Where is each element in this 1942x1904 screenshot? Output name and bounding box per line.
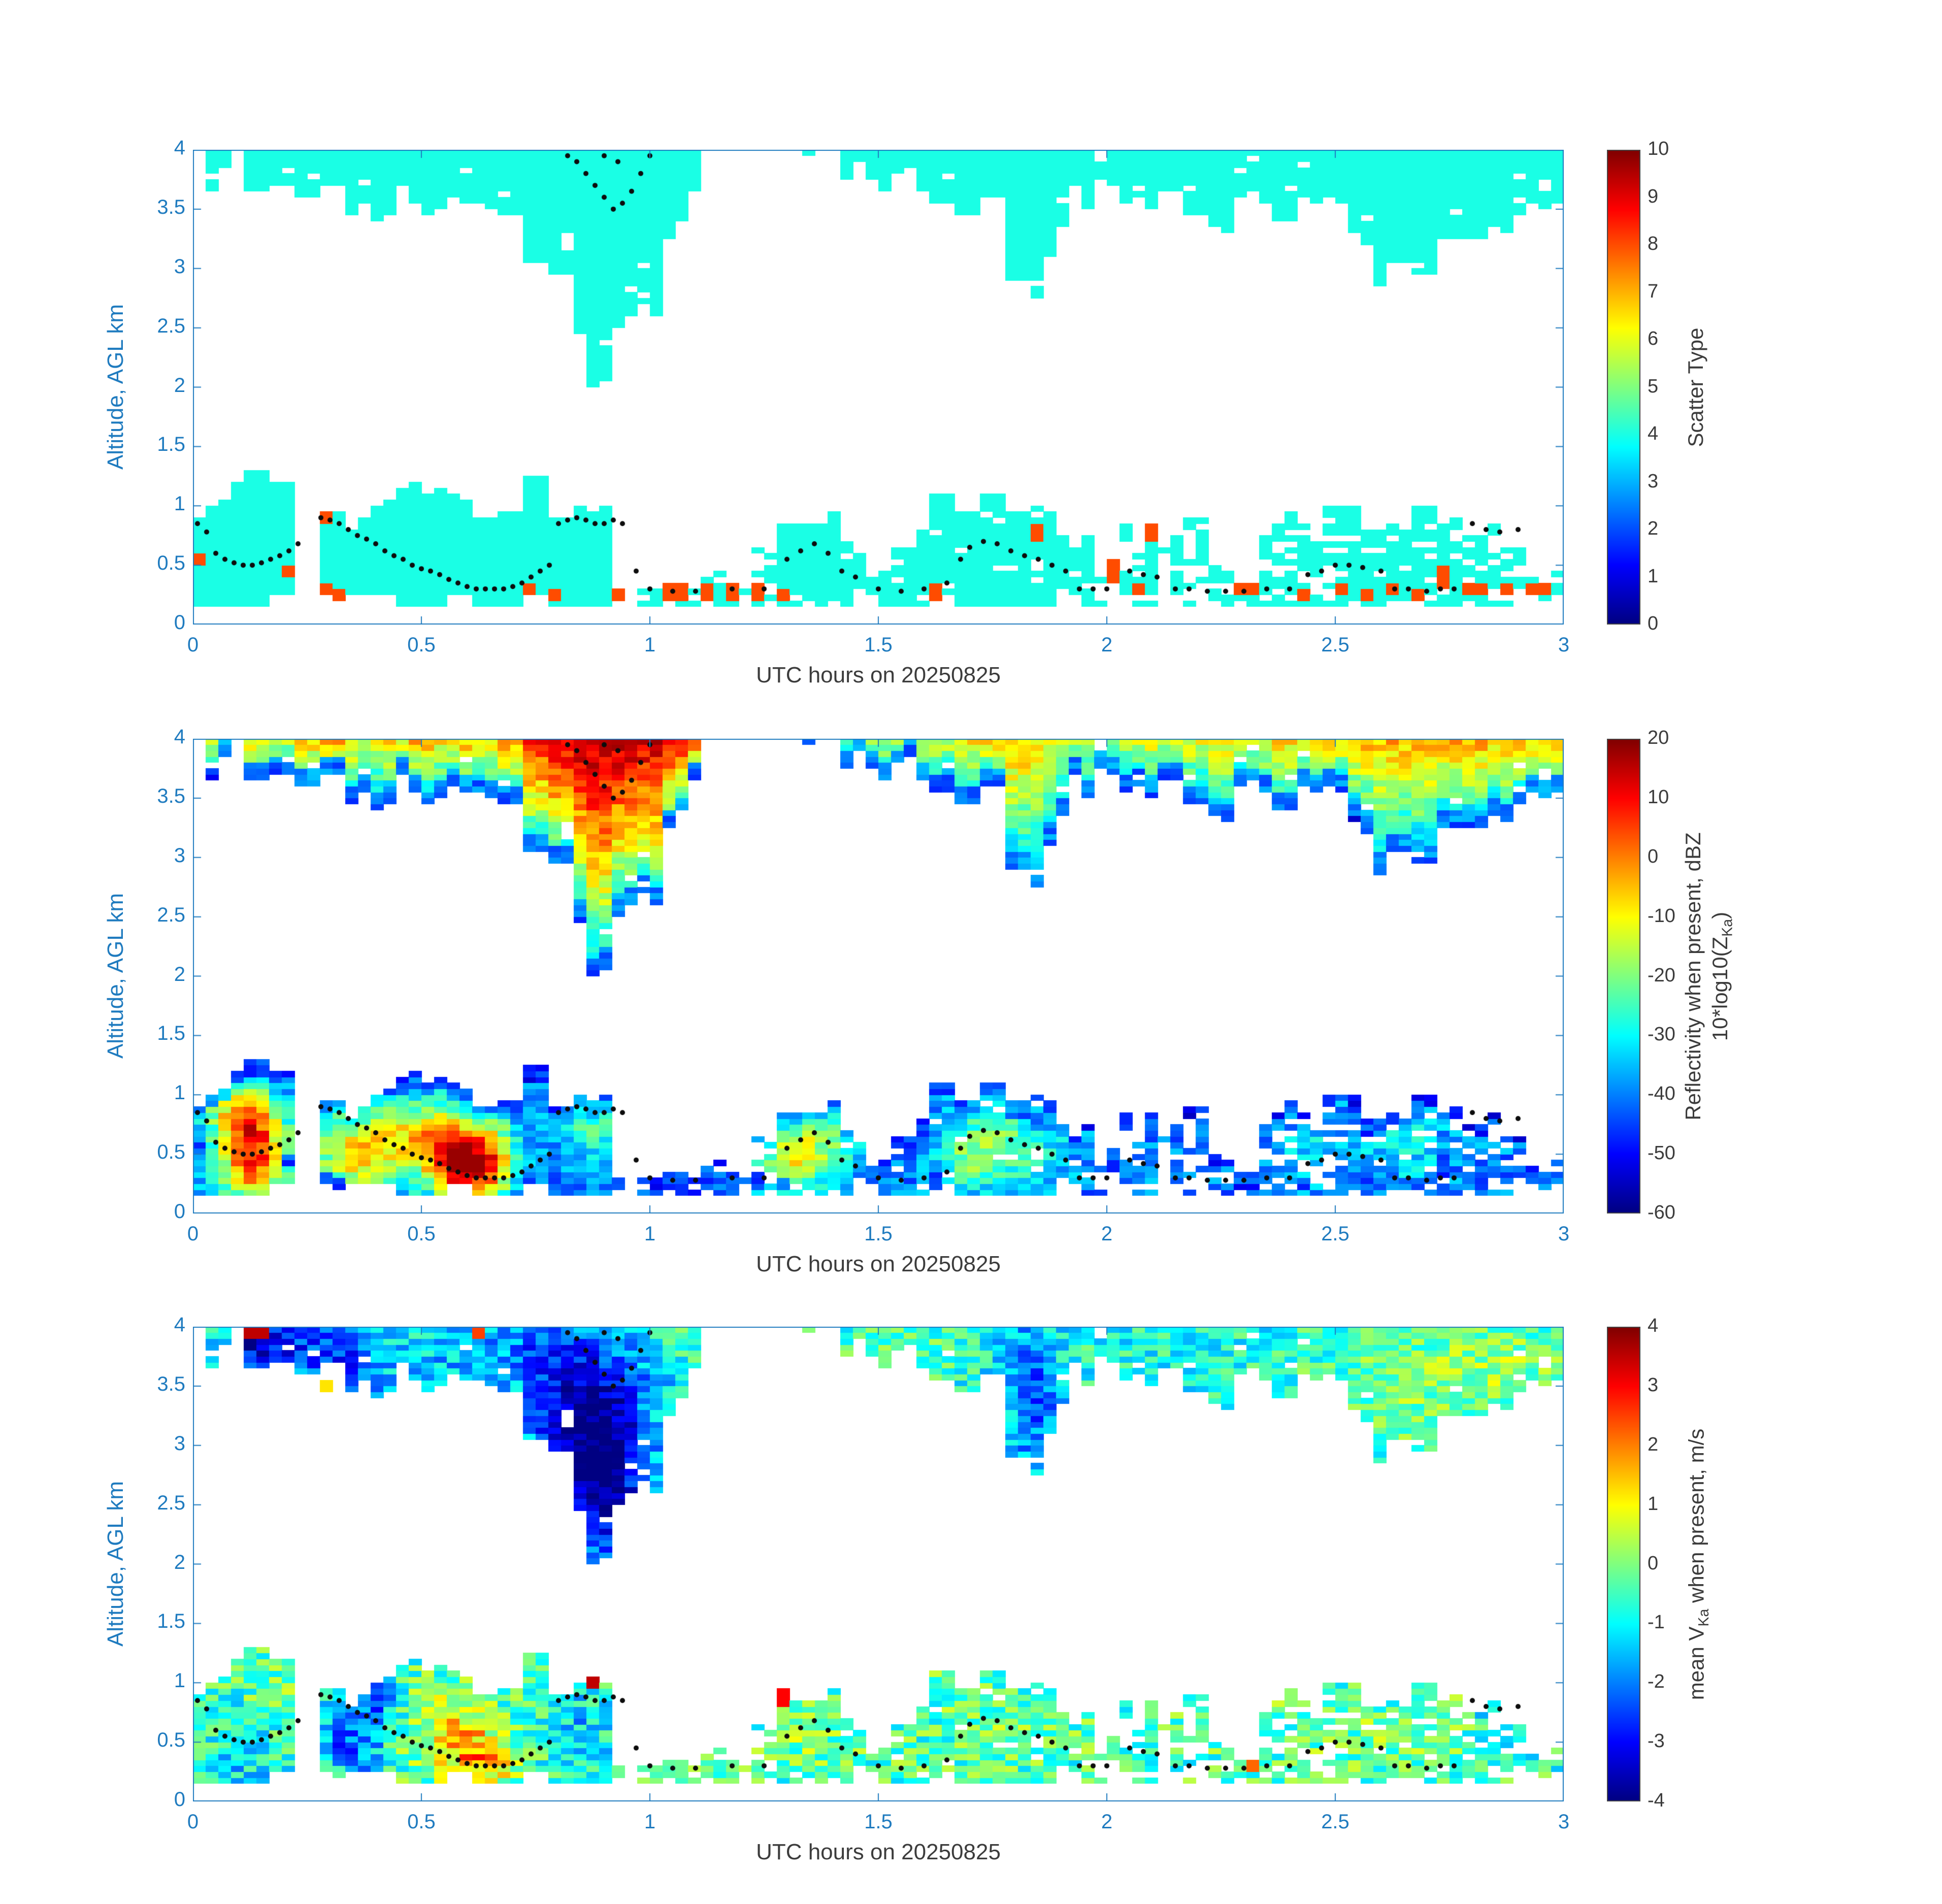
y-tick-label: 3 <box>174 844 185 867</box>
y-tick-label: 3 <box>174 1432 185 1455</box>
y-tick-label: 0 <box>174 1788 185 1811</box>
colorbar-tick-label: 5 <box>1648 375 1659 397</box>
colorbar-tick-label: -3 <box>1648 1730 1665 1752</box>
x-tick-label: 1 <box>644 1811 656 1833</box>
heatmap-canvas-velocity <box>193 1327 1564 1801</box>
colorbar-tick-label: -50 <box>1648 1142 1675 1164</box>
x-tick-label: 2 <box>1101 634 1113 656</box>
colorbar-velocity <box>1607 1327 1640 1801</box>
y-tick-label: 2 <box>174 374 185 397</box>
x-axis-label: UTC hours on 20250825 <box>756 663 1001 687</box>
colorbar-tick-label: -10 <box>1648 905 1675 927</box>
y-tick-label: 0.5 <box>157 1729 185 1752</box>
x-tick-label: 2.5 <box>1321 1223 1349 1245</box>
colorbar-tick-label: 1 <box>1648 565 1659 587</box>
colorbar-tick-label: 0 <box>1648 1552 1659 1574</box>
colorbar-tick-label: 3 <box>1648 470 1659 492</box>
colorbar-tick-label: 1 <box>1648 1493 1659 1515</box>
y-tick-label: 1 <box>174 1081 185 1104</box>
x-tick-label: 1.5 <box>864 634 893 656</box>
y-tick-label: 0.5 <box>157 1141 185 1164</box>
y-tick-label: 2.5 <box>157 903 185 926</box>
x-tick-label: 2.5 <box>1321 634 1349 656</box>
y-tick-label: 1 <box>174 1669 185 1692</box>
colorbar-tick-label: 6 <box>1648 328 1659 349</box>
colorbar-tick-label: 4 <box>1648 423 1659 444</box>
colorbar-tick-label: -2 <box>1648 1671 1665 1693</box>
colorbar-tick-label: 20 <box>1648 727 1669 748</box>
y-tick-label: 3.5 <box>157 195 185 218</box>
y-tick-label: 3 <box>174 255 185 278</box>
colorbar-tick-label: -30 <box>1648 1024 1675 1045</box>
x-tick-label: 1 <box>644 1223 656 1245</box>
colorbar-tick-label: -1 <box>1648 1612 1665 1633</box>
colorbar-reflectivity <box>1607 739 1640 1213</box>
x-tick-label: 1.5 <box>864 1223 893 1245</box>
heatmap-canvas-scatter-type <box>193 150 1564 625</box>
x-tick-label: 3 <box>1558 1811 1570 1833</box>
y-tick-label: 2 <box>174 1551 185 1573</box>
colorbar-tick-label: 0 <box>1648 613 1659 634</box>
y-tick-label: 0 <box>174 1200 185 1223</box>
y-tick-label: 2 <box>174 963 185 986</box>
y-tick-label: 0.5 <box>157 552 185 575</box>
colorbar-tick-label: 2 <box>1648 1433 1659 1455</box>
colorbar-tick-label: 0 <box>1648 845 1659 867</box>
y-tick-label: 4 <box>174 726 185 748</box>
x-tick-label: 1.5 <box>864 1811 893 1833</box>
panel-reflectivity: Altitude, AGL km 0 0.5 1 1.5 2 2.5 3 3.5 4 0 0.5 1… <box>0 726 1942 1328</box>
colorbar-label: Reflectivity when present, dBZ 10*log10(Z… <box>1681 832 1736 1121</box>
colorbar-tick-label: -4 <box>1648 1790 1665 1811</box>
colorbar-tick-label: 10 <box>1648 786 1669 808</box>
x-tick-label: 2 <box>1101 1223 1113 1245</box>
y-tick-label: 1.5 <box>157 433 185 456</box>
y-tick-label: 3.5 <box>157 1372 185 1395</box>
x-tick-label: 2 <box>1101 1811 1113 1833</box>
y-tick-label: 4 <box>174 1314 185 1336</box>
x-tick-label: 0 <box>187 634 199 656</box>
y-tick-label: 4 <box>174 137 185 159</box>
colorbar-tick-label: 10 <box>1648 138 1669 159</box>
colorbar-tick-label: 8 <box>1648 233 1659 254</box>
colorbar-tick-label: 7 <box>1648 280 1659 302</box>
y-tick-label: 0 <box>174 611 185 634</box>
colorbar-tick-label: 3 <box>1648 1374 1659 1396</box>
y-tick-label: 1 <box>174 493 185 515</box>
x-tick-label: 0 <box>187 1811 199 1833</box>
colorbar-label: mean VKa when present, m/s <box>1684 1428 1712 1700</box>
x-axis-label: UTC hours on 20250825 <box>756 1840 1001 1864</box>
x-tick-label: 1 <box>644 634 656 656</box>
colorbar-tick-label: 4 <box>1648 1315 1659 1336</box>
x-tick-label: 2.5 <box>1321 1811 1349 1833</box>
x-tick-label: 0.5 <box>407 1223 436 1245</box>
colorbar-tick-label: 9 <box>1648 185 1659 207</box>
colorbar-tick-label: -20 <box>1648 964 1675 986</box>
colorbar-scatter-type <box>1607 150 1640 625</box>
x-tick-label: 3 <box>1558 634 1570 656</box>
panel-velocity: Altitude, AGL km 0 0.5 1 1.5 2 2.5 3 3.5 4 0 0.5 1… <box>0 1314 1942 1904</box>
colorbar-tick-label: -40 <box>1648 1083 1675 1105</box>
x-axis-label: UTC hours on 20250825 <box>756 1252 1001 1276</box>
y-tick-label: 1.5 <box>157 1022 185 1045</box>
x-tick-label: 0 <box>187 1223 199 1245</box>
x-tick-label: 0.5 <box>407 1811 436 1833</box>
x-tick-label: 3 <box>1558 1223 1570 1245</box>
colorbar-label: Scatter Type <box>1683 327 1707 447</box>
y-tick-label: 1.5 <box>157 1610 185 1633</box>
heatmap-canvas-reflectivity <box>193 739 1564 1213</box>
y-tick-label: 2.5 <box>157 314 185 337</box>
x-tick-label: 0.5 <box>407 634 436 656</box>
y-tick-label: 3.5 <box>157 784 185 807</box>
panel-scatter-type: Altitude, AGL km 0 0.5 1 1.5 2 2.5 3 3.5 4 0 0.5 1… <box>0 137 1942 739</box>
y-tick-label: 2.5 <box>157 1491 185 1514</box>
colorbar-tick-label: 2 <box>1648 518 1659 539</box>
colorbar-tick-label: -60 <box>1648 1202 1675 1223</box>
